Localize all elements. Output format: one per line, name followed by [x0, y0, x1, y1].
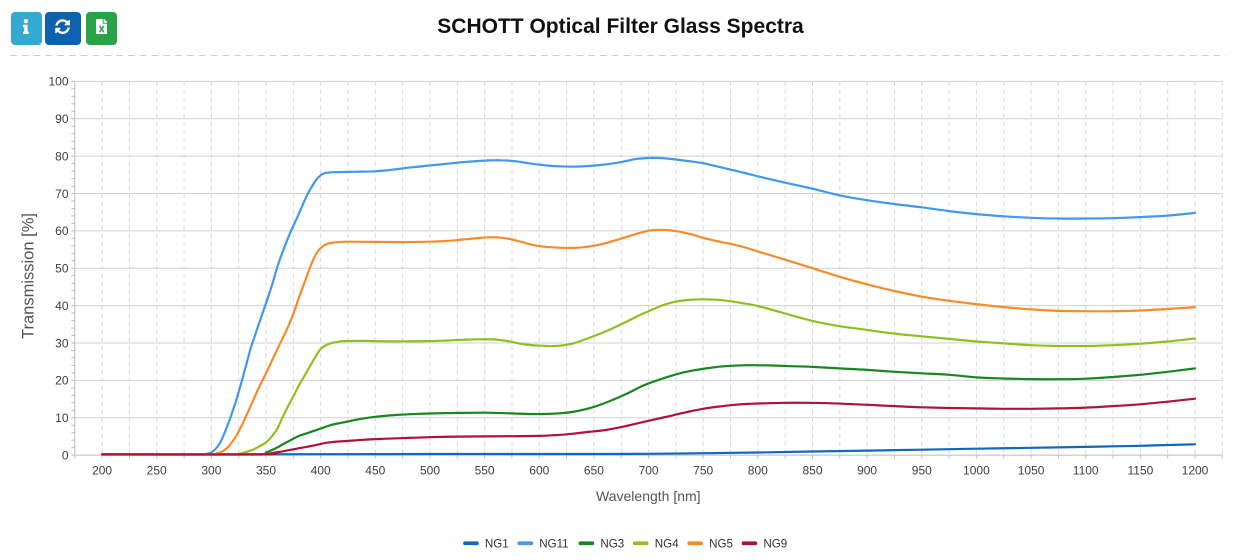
svg-text:70: 70 [55, 187, 69, 201]
svg-text:500: 500 [420, 463, 440, 477]
svg-text:1000: 1000 [963, 463, 990, 477]
svg-text:1050: 1050 [1018, 463, 1045, 477]
svg-text:450: 450 [365, 463, 385, 477]
svg-text:NG3: NG3 [600, 537, 624, 550]
svg-text:80: 80 [55, 149, 69, 163]
svg-text:NG5: NG5 [709, 537, 733, 550]
svg-text:850: 850 [802, 463, 822, 477]
svg-text:400: 400 [311, 463, 331, 477]
svg-text:700: 700 [639, 463, 659, 477]
svg-text:1200: 1200 [1182, 463, 1209, 477]
svg-text:40: 40 [55, 299, 69, 313]
svg-text:0: 0 [62, 448, 69, 462]
svg-text:NG4: NG4 [655, 537, 679, 550]
svg-text:NG9: NG9 [763, 537, 787, 550]
svg-text:200: 200 [92, 463, 112, 477]
svg-text:30: 30 [55, 336, 69, 350]
svg-text:600: 600 [529, 463, 549, 477]
svg-text:750: 750 [693, 463, 713, 477]
svg-text:100: 100 [48, 75, 68, 89]
svg-text:Wavelength [nm]: Wavelength [nm] [596, 488, 701, 504]
svg-text:900: 900 [857, 463, 877, 477]
svg-text:650: 650 [584, 463, 604, 477]
svg-text:350: 350 [256, 463, 276, 477]
svg-text:60: 60 [55, 224, 69, 238]
svg-text:90: 90 [55, 112, 69, 126]
svg-text:950: 950 [912, 463, 932, 477]
svg-text:300: 300 [201, 463, 221, 477]
svg-text:Transmission [%]: Transmission [%] [20, 213, 38, 339]
svg-text:800: 800 [748, 463, 768, 477]
svg-text:1150: 1150 [1127, 463, 1153, 477]
svg-text:550: 550 [475, 463, 495, 477]
svg-text:NG11: NG11 [539, 537, 568, 550]
svg-text:250: 250 [147, 463, 167, 477]
svg-text:50: 50 [55, 262, 69, 276]
svg-text:NG1: NG1 [485, 537, 509, 550]
svg-text:10: 10 [55, 411, 69, 425]
svg-text:1100: 1100 [1073, 463, 1099, 477]
svg-text:20: 20 [55, 374, 69, 388]
